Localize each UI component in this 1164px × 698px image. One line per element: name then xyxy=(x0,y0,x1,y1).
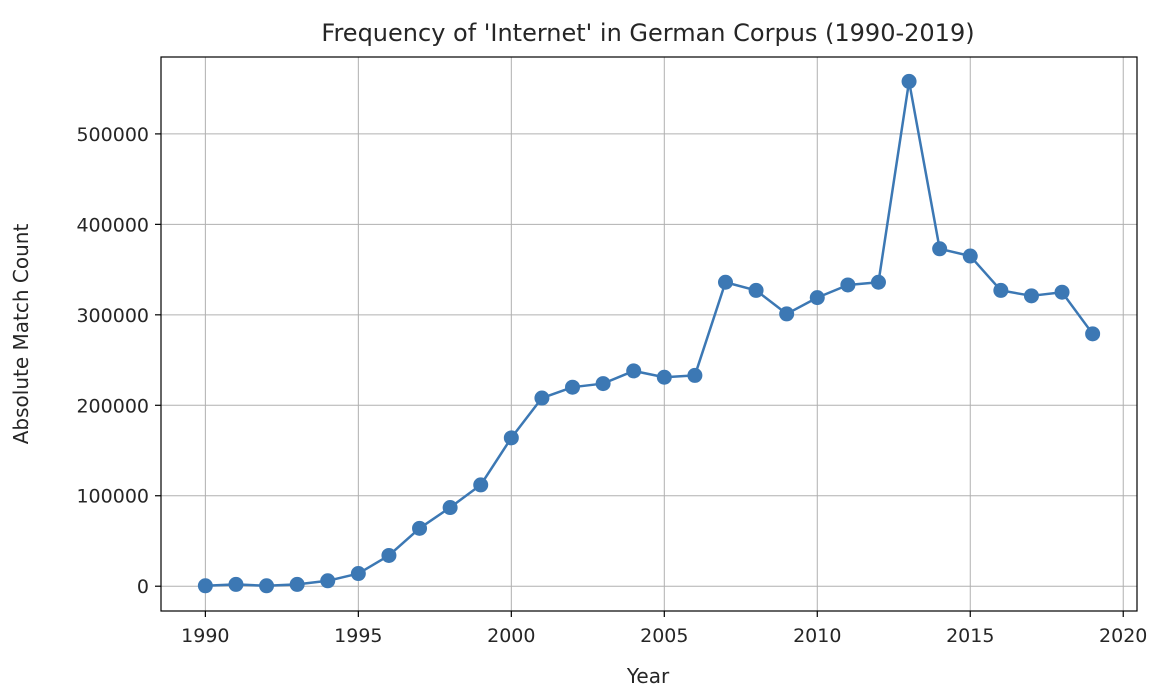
data-point xyxy=(442,500,458,516)
x-tick-label: 1990 xyxy=(181,625,229,647)
data-point xyxy=(259,578,275,594)
data-point xyxy=(289,576,305,592)
data-point xyxy=(656,369,672,385)
data-point xyxy=(503,430,519,446)
plot-area-frame xyxy=(160,56,1138,612)
data-point xyxy=(687,367,703,383)
series xyxy=(197,73,1101,594)
series-line xyxy=(205,80,1094,588)
data-point xyxy=(197,578,213,594)
data-point xyxy=(840,277,856,293)
data-point xyxy=(381,547,397,563)
data-point xyxy=(901,73,917,89)
data-point xyxy=(932,241,948,257)
y-tick-label: 400000 xyxy=(76,214,149,236)
data-point xyxy=(473,477,489,493)
data-point xyxy=(809,290,825,306)
data-point xyxy=(595,376,611,392)
grid xyxy=(161,57,1137,611)
data-point xyxy=(626,363,642,379)
data-point xyxy=(779,306,795,322)
y-tick-label: 500000 xyxy=(76,124,149,146)
data-point xyxy=(1054,284,1070,300)
y-tick-label: 100000 xyxy=(76,486,149,508)
data-point xyxy=(320,573,336,589)
y-tick-label: 300000 xyxy=(76,305,149,327)
x-tick-label: 2010 xyxy=(793,625,841,647)
y-tick-label: 0 xyxy=(137,576,149,598)
data-point xyxy=(1085,326,1101,342)
data-point xyxy=(228,576,244,592)
chart-title: Frequency of 'Internet' in German Corpus… xyxy=(321,19,974,47)
x-tick-label: 2015 xyxy=(946,625,994,647)
x-tick-label: 2005 xyxy=(640,625,688,647)
x-tick-label: 2000 xyxy=(487,625,535,647)
axis-ticks: 1990 1995 2000 2005 2010 2015 2020 0 100000 20000… xyxy=(76,124,1147,647)
data-point xyxy=(717,274,733,290)
y-tick-label: 200000 xyxy=(76,395,149,417)
x-tick-label: 1995 xyxy=(334,625,382,647)
data-point xyxy=(962,248,978,264)
y-axis-label: Absolute Match Count xyxy=(9,224,33,445)
x-axis-label: Year xyxy=(626,664,670,688)
data-point xyxy=(870,274,886,290)
x-tick-label: 2020 xyxy=(1099,625,1147,647)
data-point xyxy=(350,566,366,582)
data-point xyxy=(993,282,1009,298)
data-point xyxy=(565,379,581,395)
data-point xyxy=(1023,288,1039,304)
data-point xyxy=(748,282,764,298)
data-point xyxy=(412,520,428,536)
data-point xyxy=(534,390,550,406)
